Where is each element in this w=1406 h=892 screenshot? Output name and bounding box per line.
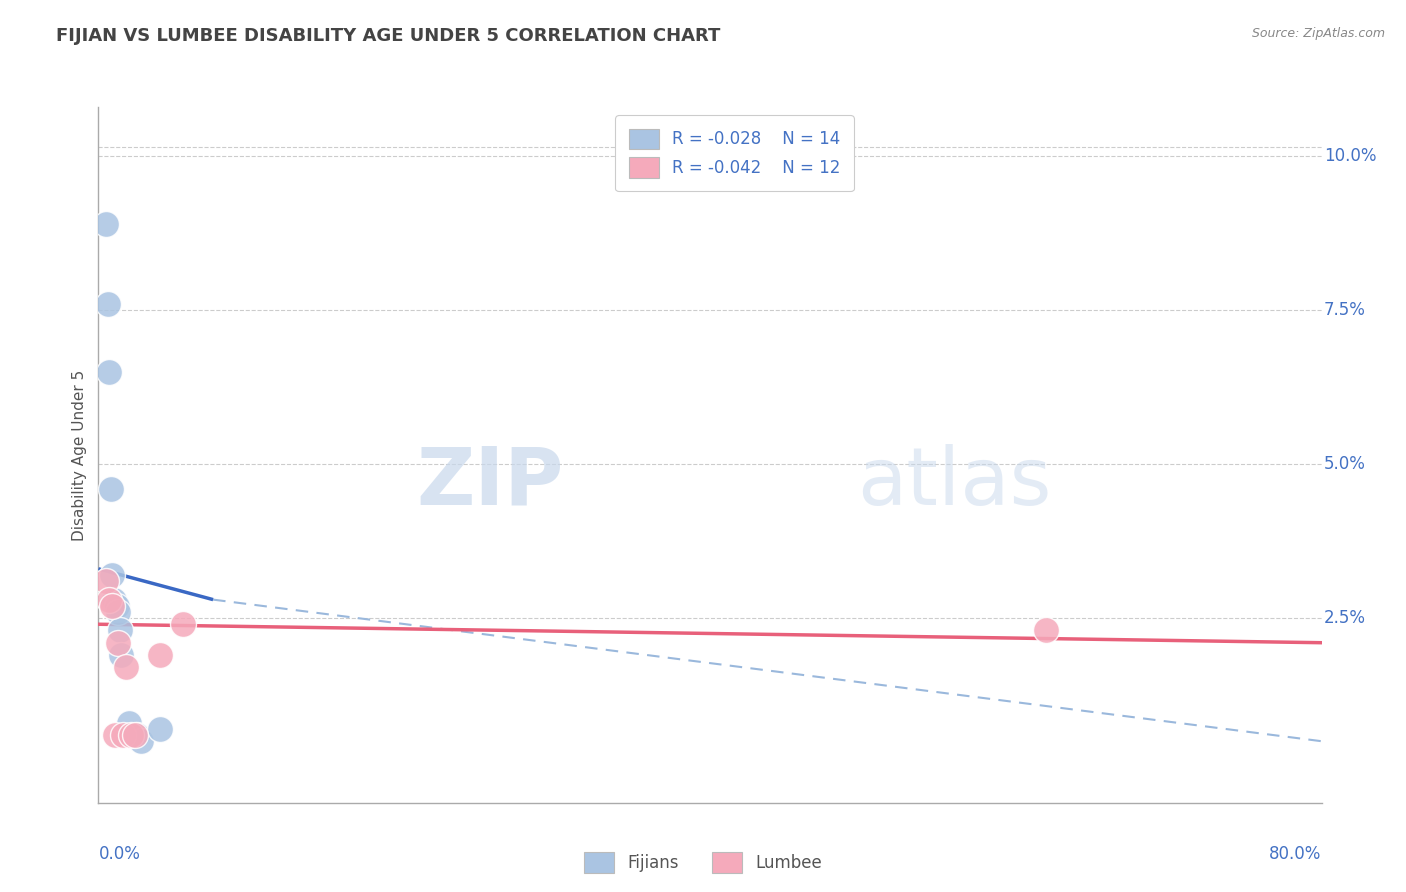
- Point: [129, 734, 152, 748]
- Point: [94, 574, 117, 589]
- Point: [94, 217, 117, 231]
- Point: [105, 599, 128, 613]
- Y-axis label: Disability Age Under 5: Disability Age Under 5: [72, 369, 87, 541]
- Point: [1035, 624, 1057, 638]
- Point: [110, 648, 132, 662]
- Text: Source: ZipAtlas.com: Source: ZipAtlas.com: [1251, 27, 1385, 40]
- Point: [118, 715, 141, 730]
- Point: [107, 605, 129, 619]
- Legend: Fijians, Lumbee: Fijians, Lumbee: [578, 846, 828, 880]
- Point: [104, 728, 127, 742]
- Text: FIJIAN VS LUMBEE DISABILITY AGE UNDER 5 CORRELATION CHART: FIJIAN VS LUMBEE DISABILITY AGE UNDER 5 …: [56, 27, 721, 45]
- Point: [172, 617, 194, 632]
- Point: [108, 624, 131, 638]
- Text: 80.0%: 80.0%: [1270, 845, 1322, 863]
- Point: [100, 482, 122, 496]
- Point: [98, 592, 121, 607]
- Point: [98, 365, 121, 379]
- Point: [111, 728, 134, 742]
- Point: [97, 297, 120, 311]
- Text: 10.0%: 10.0%: [1324, 147, 1376, 165]
- Point: [149, 648, 172, 662]
- Text: 0.0%: 0.0%: [98, 845, 141, 863]
- Point: [120, 728, 142, 742]
- Point: [101, 568, 124, 582]
- Text: ZIP: ZIP: [416, 443, 564, 522]
- Text: 2.5%: 2.5%: [1324, 609, 1367, 627]
- Point: [115, 660, 138, 674]
- Point: [124, 728, 146, 742]
- Text: 5.0%: 5.0%: [1324, 455, 1367, 473]
- Text: atlas: atlas: [856, 443, 1052, 522]
- Point: [103, 592, 125, 607]
- Point: [101, 599, 124, 613]
- Point: [107, 636, 129, 650]
- Point: [149, 722, 172, 736]
- Legend: R = -0.028    N = 14, R = -0.042    N = 12: R = -0.028 N = 14, R = -0.042 N = 12: [616, 115, 853, 191]
- Text: 7.5%: 7.5%: [1324, 301, 1367, 319]
- Point: [125, 728, 148, 742]
